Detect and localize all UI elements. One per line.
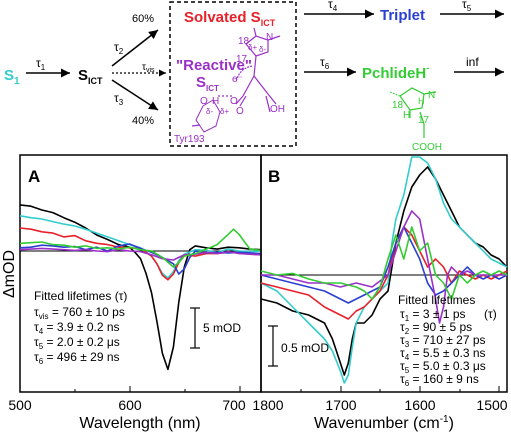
label-18-bottom: 18 <box>392 100 404 111</box>
panel-b-fit-5: τ6 = 160 ± 9 ns <box>400 372 479 388</box>
sict-label: SICT <box>78 67 103 86</box>
panel-b-scalebar-label: 0.5 mOD <box>281 341 329 355</box>
delta-plus-2: δ+ <box>220 107 229 116</box>
arrow-tau3 <box>111 79 159 111</box>
panel-b-fit-0: τ1 = 3 ± 1 ps <box>400 307 466 323</box>
pchlide-label: PchlideH- <box>362 63 429 82</box>
panel-a-xlabel: Wavelength (nm) <box>79 415 200 432</box>
delta-minus-1: δ- <box>259 45 266 54</box>
panel-b-fit-3: τ4 = 5.5 ± 0.3 ns <box>400 346 486 362</box>
panel-a-series-3 <box>19 243 262 275</box>
panel-b-series-1 <box>260 156 508 384</box>
panel-a-ylabel: ΔmOD <box>1 250 18 298</box>
panel-b-fit-tau: (τ) <box>484 307 497 321</box>
arrow-tau2 <box>111 29 159 67</box>
panel-a-series-2 <box>19 227 262 281</box>
panel-a-fit-1: τ4 = 3.9 ± 0.2 ns <box>34 320 120 336</box>
panel-a-tick-600: 600 <box>118 397 142 413</box>
n2-atom: N <box>428 90 435 101</box>
tau5-label: τ5 <box>462 0 472 13</box>
s1-label: S1 <box>4 67 20 87</box>
reactive-sict-label: SICT <box>196 74 219 93</box>
tauvis-label: τvis <box>142 62 155 74</box>
panel-a-scalebar-label: 5 mOD <box>203 321 241 335</box>
tau1-label: τ1 <box>36 56 46 72</box>
oh-group: OH <box>270 104 285 115</box>
tau4-label: τ4 <box>328 0 338 13</box>
o-atom-2: O <box>230 96 238 107</box>
panel-a-scalebar <box>190 307 200 349</box>
panel-b-fit-1: τ2 = 90 ± 5 ps <box>400 320 472 336</box>
panel-b-scalebar <box>268 325 278 367</box>
reactive-molecule <box>191 27 281 133</box>
cooh-group: COOH <box>412 142 442 153</box>
tau3-label: τ3 <box>114 91 124 107</box>
panel-b-fit-2: τ3 = 710 ± 27 ps <box>400 333 486 349</box>
panel-a-tick-700: 700 <box>222 397 246 413</box>
panel-a-series-5 <box>19 228 262 268</box>
panel-a-fit-title: Fitted lifetimes (τ) <box>34 289 127 303</box>
inf-label: inf <box>466 55 479 69</box>
panel-b-ticks <box>300 386 500 392</box>
reactive-label: "Reactive" <box>176 57 252 74</box>
e-minus: e⁻ <box>232 74 243 85</box>
panel-b-tick-1600: 1600 <box>404 397 435 413</box>
h-atom: H <box>212 96 219 107</box>
panel-a-ticks <box>74 386 241 392</box>
tau2-label: τ2 <box>114 40 124 56</box>
label-18-top: 18 <box>238 36 250 47</box>
tau6-label: τ6 <box>320 55 330 71</box>
pct40-label: 40% <box>132 115 154 127</box>
panel-a-fit-0: τvis = 760 ± 10 ps <box>34 305 125 321</box>
tyr-label: Tyr193 <box>174 134 205 145</box>
o-atom-1: O <box>200 96 208 107</box>
panel-b-xlabel: Wavenumber (cm-1) <box>314 414 454 432</box>
pct60-label: 60% <box>132 13 154 25</box>
o-atom-3: O <box>236 106 244 117</box>
delta-minus-2: δ- <box>206 107 213 116</box>
panel-b-letter: B <box>268 167 280 186</box>
label-17-top: 17 <box>236 54 248 65</box>
panel-a-series-4 <box>19 247 262 261</box>
n1-atom: N <box>266 32 273 43</box>
panel-b-tick-1800: 1800 <box>252 397 283 413</box>
panel-b-tick-1500: 1500 <box>476 397 507 413</box>
panel-a-fit-2: τ5 = 2.0 ± 0.2 μs <box>34 335 120 351</box>
panel-b: B 1800 1700 1600 1500 Wavenumber (cm-1) … <box>252 154 508 432</box>
panel-b-fit-4: τ5 = 5.0 ± 0.3 μs <box>400 359 486 375</box>
label-17-bottom: 17 <box>418 115 430 126</box>
panel-b-fit-title: Fitted lifetimes <box>398 293 475 307</box>
panel-a-letter: A <box>28 167 40 186</box>
panel-a-fit-3: τ6 = 496 ± 29 ns <box>34 350 120 366</box>
panel-a: A ΔmOD 500 600 700 Wavelength (nm) Fitte… <box>1 154 262 432</box>
panel-a-tick-500: 500 <box>8 397 32 413</box>
panel-a-series <box>19 204 262 371</box>
reaction-scheme: S1 τ1 SICT τ2 60% τvis τ3 40% Solvated S… <box>4 0 504 153</box>
panel-b-tick-1700: 1700 <box>325 397 356 413</box>
panel-b-frame <box>260 154 508 393</box>
panel-b-series-5 <box>260 226 508 300</box>
ict-box <box>169 1 297 147</box>
panel-b-series <box>260 156 508 384</box>
solvated-label: Solvated SICT <box>184 9 276 28</box>
product-molecule <box>389 87 437 138</box>
h3-atom: H <box>418 96 425 106</box>
delta-plus-1: δ+ <box>248 43 257 52</box>
h2-atom: H <box>403 110 410 121</box>
triplet-label: Triplet <box>380 7 425 24</box>
